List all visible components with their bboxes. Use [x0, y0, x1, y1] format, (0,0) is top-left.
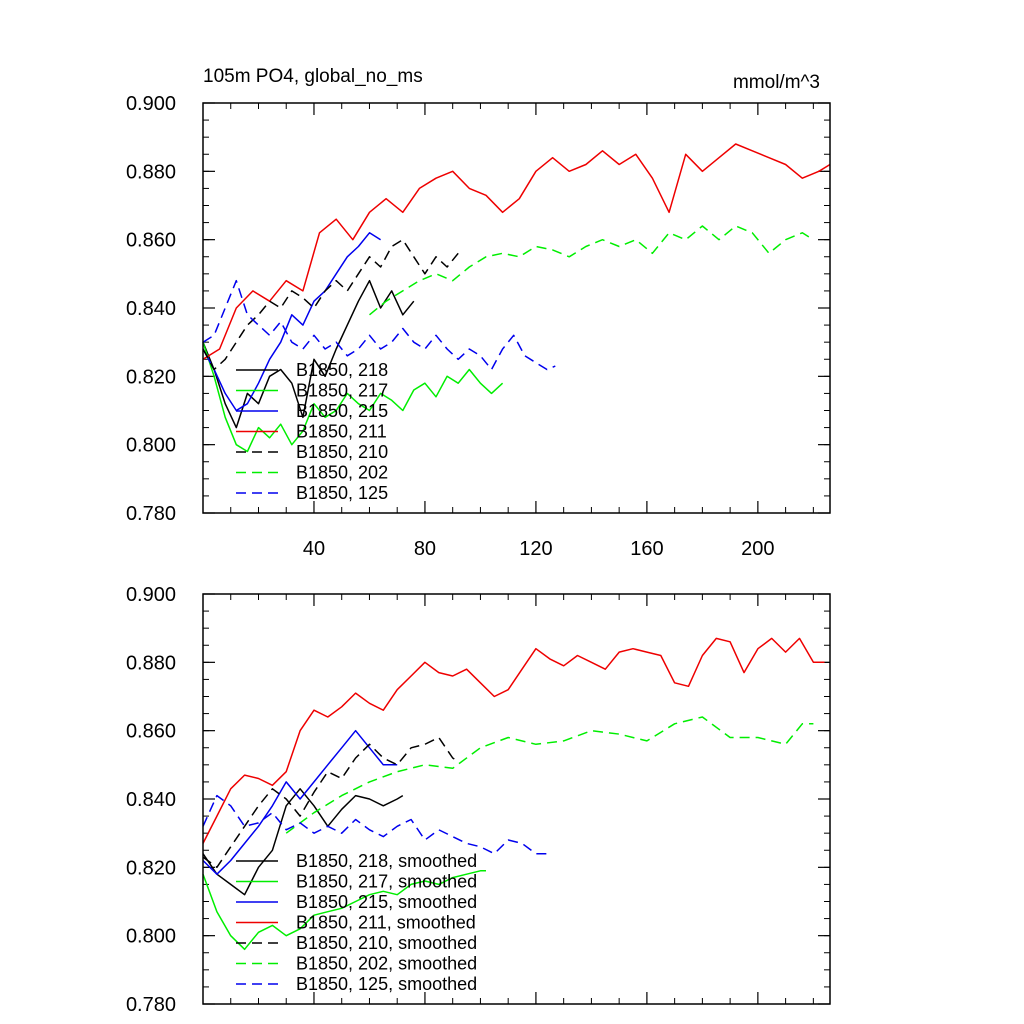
- series-line-3: [202, 143, 831, 360]
- legend-label: B1850, 218, smoothed: [296, 851, 477, 871]
- top-x-tick-labels: 40 80 120 160 200: [303, 538, 775, 560]
- y-tick-label: 0.820: [126, 366, 176, 388]
- y-tick-label: 0.800: [126, 435, 176, 457]
- y-tick-label: 0.800: [126, 926, 176, 948]
- legend-label: B1850, 125, smoothed: [296, 974, 477, 994]
- x-tick-label: 80: [414, 538, 436, 560]
- legend-label: B1850, 211: [296, 422, 387, 442]
- legend-label: B1850, 218: [296, 360, 388, 380]
- y-tick-label: 0.820: [126, 857, 176, 879]
- top-chart: 105m PO4, global_no_ms mmol/m^3 0.780 0.8…: [126, 66, 831, 560]
- series-line-2: [202, 729, 398, 875]
- top-chart-units: mmol/m^3: [733, 72, 820, 93]
- series-line-0: [202, 788, 404, 896]
- legend-label: B1850, 217, smoothed: [296, 872, 477, 892]
- legend-label: B1850, 202, smoothed: [296, 954, 477, 974]
- bottom-y-tick-labels: 0.780 0.800 0.820 0.840 0.860 0.880 0.900: [126, 584, 176, 1016]
- legend-label: B1850, 217: [296, 381, 388, 401]
- x-tick-label: 120: [519, 538, 552, 560]
- y-tick-label: 0.860: [126, 721, 176, 743]
- series-line-0: [202, 279, 415, 429]
- x-tick-label: 200: [741, 538, 774, 560]
- legend-label: B1850, 210, smoothed: [296, 933, 477, 953]
- series-line-1: [202, 870, 486, 951]
- legend-label: B1850, 215, smoothed: [296, 892, 477, 912]
- series-line-6: [202, 794, 550, 855]
- series-line-6: [202, 279, 556, 371]
- bottom-chart: 0.780 0.800 0.820 0.840 0.860 0.880 0.900 B185…: [126, 584, 831, 1016]
- legend-label: B1850, 210: [296, 442, 388, 462]
- x-tick-label: 160: [630, 538, 663, 560]
- series-line-5: [369, 225, 814, 316]
- x-tick-label: 40: [303, 538, 325, 560]
- y-tick-label: 0.780: [126, 994, 176, 1016]
- legend-label: B1850, 211, smoothed: [296, 913, 476, 933]
- top-y-tick-labels: 0.780 0.800 0.820 0.840 0.860 0.880 0.900: [126, 93, 176, 525]
- y-tick-label: 0.900: [126, 584, 176, 606]
- y-tick-label: 0.880: [126, 652, 176, 674]
- bottom-plot-frame: [202, 593, 831, 1005]
- y-tick-label: 0.840: [126, 298, 176, 320]
- y-tick-label: 0.780: [126, 503, 176, 525]
- top-series-lines: [202, 143, 831, 453]
- series-line-1: [202, 341, 504, 453]
- series-line-3: [202, 637, 825, 844]
- bottom-series-lines: [202, 637, 825, 951]
- y-tick-label: 0.880: [126, 161, 176, 183]
- y-tick-label: 0.840: [126, 789, 176, 811]
- y-tick-label: 0.860: [126, 230, 176, 252]
- series-line-4: [202, 238, 459, 371]
- legend-label: B1850, 215: [296, 401, 388, 421]
- top-plot-frame: [202, 102, 831, 514]
- series-line-5: [285, 716, 814, 834]
- series-line-4: [202, 736, 459, 869]
- legend-label: B1850, 125: [296, 483, 388, 503]
- legend-label: B1850, 202: [296, 463, 388, 483]
- top-chart-title: 105m PO4, global_no_ms: [203, 66, 423, 87]
- y-tick-label: 0.900: [126, 93, 176, 115]
- series-line-2: [202, 232, 381, 412]
